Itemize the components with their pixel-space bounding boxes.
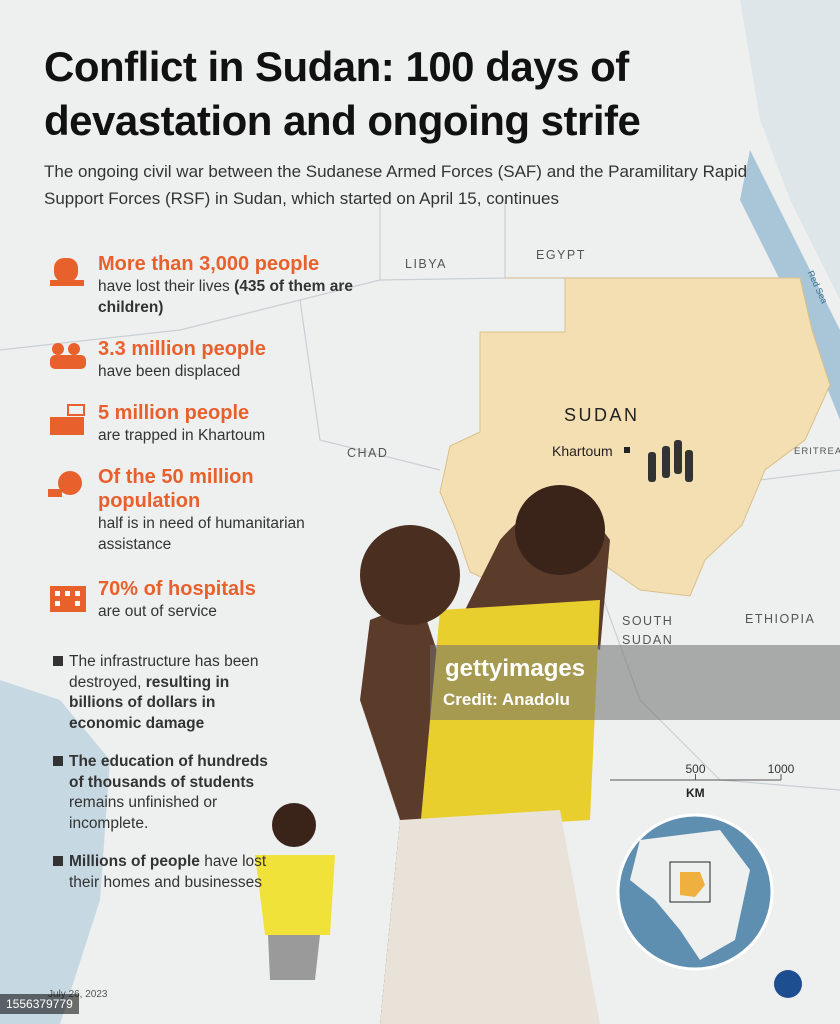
bullet-square (53, 856, 63, 866)
subtitle: The ongoing civil war between the Sudane… (44, 162, 748, 208)
text-part: half is in need of humanitarian assistan… (98, 515, 305, 553)
map-label: ETHIOPIA (745, 612, 816, 626)
text-part: are trapped in Khartoum (98, 427, 266, 444)
stat-body: are trapped in Khartoum (98, 425, 368, 446)
scale-label: 1000 (768, 762, 795, 776)
scale-unit: KM (686, 786, 705, 800)
map-label: LIBYA (405, 257, 448, 271)
text-part: have lost their homes and businesses (69, 853, 267, 891)
stat-headline: 70% of hospitals (98, 578, 256, 600)
stat-headline: More than 3,000 people (98, 253, 320, 275)
text-part: (435 of them are children) (98, 278, 354, 316)
aa-logo (774, 970, 802, 998)
stat-headline: Of the 50 million population (98, 466, 254, 512)
stat-headline: 5 million people (98, 402, 250, 424)
map-label: SOUTH SUDAN (622, 614, 674, 647)
text-part: Millions of people (69, 853, 200, 870)
icon-hospital (50, 586, 86, 612)
text-part: are out of service (98, 603, 217, 620)
bullet-square (53, 756, 63, 766)
watermark-band (430, 645, 840, 720)
khartoum-marker (624, 447, 630, 453)
stat-body: have been displaced (98, 361, 368, 382)
stat: 5 million people are trapped in Khartoum (98, 401, 368, 446)
icon-aid (48, 471, 82, 497)
text-part: have lost their lives (98, 278, 235, 295)
stat-body: have lost their lives (435 of them are c… (98, 276, 368, 318)
city-label: Khartoum (552, 443, 613, 459)
stat-headline: 3.3 million people (98, 338, 266, 360)
globe (616, 813, 774, 971)
country-label: SUDAN (564, 405, 640, 425)
bullet: The education of hundreds of thousands o… (53, 752, 284, 834)
map-label: ERITREA (794, 446, 840, 457)
icon-people (50, 343, 86, 369)
map-label: CHAD (347, 446, 389, 460)
image-id: 1556379779 (0, 994, 79, 1014)
watermark: gettyimages (445, 655, 586, 682)
text-part: remains unfinished or incomplete. (69, 794, 218, 832)
photo (255, 485, 610, 1024)
stat: Of the 50 million population half is in n… (98, 465, 368, 555)
soldier-icons (648, 440, 693, 482)
bullet-square (53, 656, 63, 666)
icon-grave (50, 258, 84, 286)
text-part: resulting in billions of dollars in econ… (69, 673, 230, 732)
stat-body: half is in need of humanitarian assistan… (98, 513, 368, 555)
title: Conflict in Sudan: 100 days of devastati… (44, 43, 641, 144)
scale-label: 500 (685, 762, 705, 776)
text-part: The education of hundreds of thousands o… (69, 753, 268, 791)
stat-body: are out of service (98, 601, 368, 622)
stat: 70% of hospitals are out of service (98, 577, 368, 622)
credit: Credit: Anadolu (443, 690, 570, 709)
stat: 3.3 million people have been displaced (98, 337, 368, 382)
water (0, 680, 110, 1024)
stat: More than 3,000 people have lost their li… (98, 252, 368, 318)
text-part: The infrastructure has been destroyed, (69, 653, 259, 691)
bullet: The infrastructure has been destroyed, r… (53, 652, 284, 734)
bullet: Millions of people have lost their homes… (53, 852, 284, 893)
icon-trapped (50, 404, 85, 435)
terrain (740, 0, 840, 300)
map-label: EGYPT (536, 248, 586, 262)
text-part: have been displaced (98, 363, 241, 380)
